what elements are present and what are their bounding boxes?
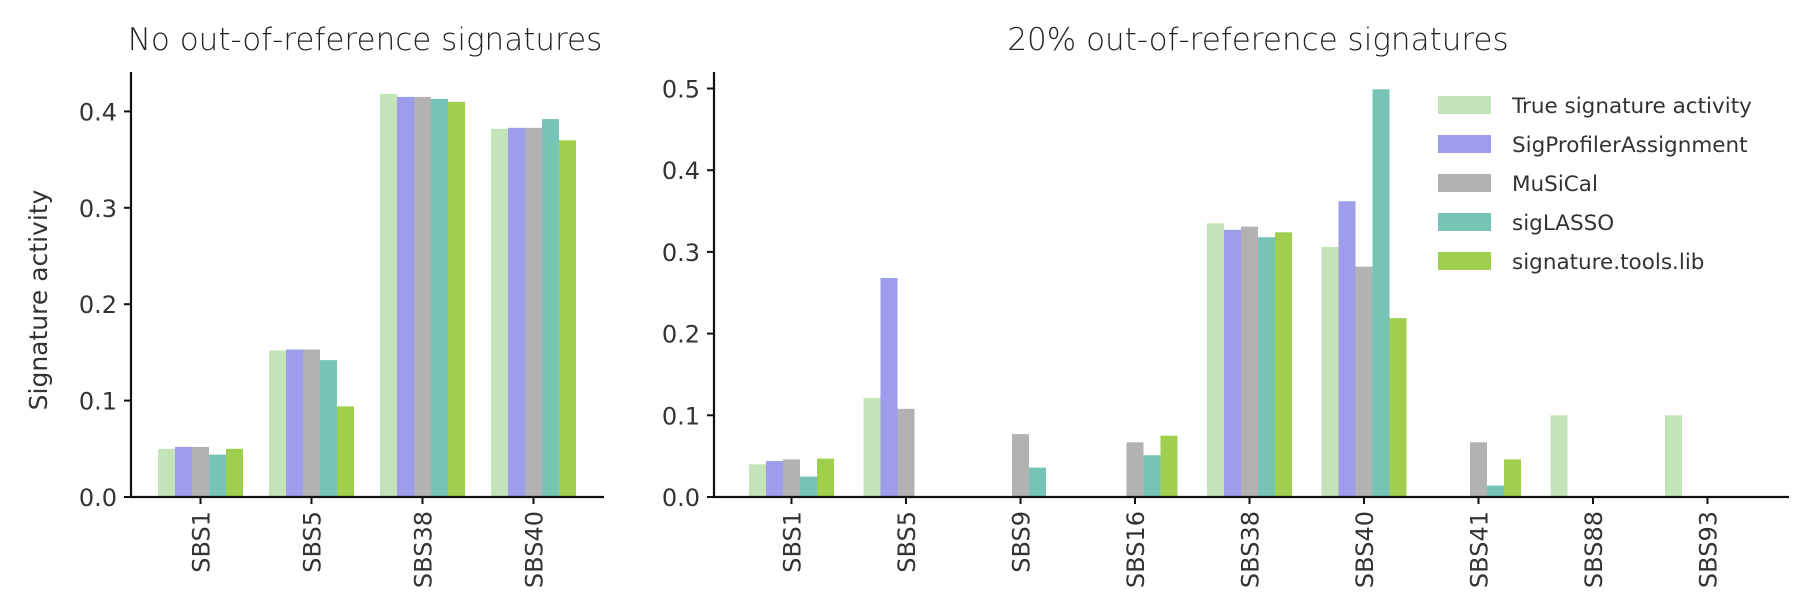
bar-sbs41-4 — [1504, 459, 1521, 497]
bar-sbs1-3 — [209, 454, 226, 497]
bar-sbs9-3 — [1029, 467, 1046, 497]
bar-sbs5-1 — [286, 349, 303, 497]
bar-sbs1-2 — [192, 446, 209, 497]
y-tick-label: 0.1 — [79, 388, 117, 416]
axes — [129, 72, 604, 499]
bar-sbs38-2 — [1241, 226, 1258, 497]
x-axis-ticks: SBS1 SBS5 SBS9 SBS16 SBS38 SBS40 SBS41 SBS88 SBS… — [779, 497, 1723, 588]
bar-sbs5-2 — [303, 349, 320, 497]
x-tick-label: SBS1 — [188, 511, 216, 573]
bar-sbs5-4 — [337, 406, 354, 497]
bar-sbs1-4 — [817, 458, 834, 497]
legend-label: SigProfilerAssignment — [1512, 133, 1748, 158]
bar-sbs40-0 — [491, 128, 508, 498]
y-tick-label: 0.1 — [662, 402, 700, 430]
y-tick-label: 0.4 — [662, 157, 700, 185]
legend-swatch-signature-tools — [1438, 252, 1491, 270]
bar-sbs1-2 — [783, 459, 800, 497]
chart-title: No out-of-reference signatures — [128, 22, 603, 58]
legend-swatch-siglasso — [1438, 213, 1491, 231]
bar-sbs38-2 — [414, 96, 431, 498]
bar-sbs1-0 — [749, 464, 766, 497]
y-tick-label: 0.0 — [79, 484, 117, 512]
bar-sbs38-0 — [380, 94, 397, 497]
bar-sbs40-2 — [1355, 266, 1373, 497]
bar-sbs1-1 — [175, 446, 192, 497]
x-tick-label: SBS16 — [1122, 511, 1150, 588]
bar-sbs41-3 — [1487, 485, 1504, 497]
bar-sbs38-4 — [448, 101, 465, 498]
bar-sbs5-0 — [863, 398, 881, 497]
bar-sbs1-0 — [158, 448, 175, 497]
bar-sbs38-0 — [1207, 223, 1224, 498]
x-tick-label: SBS38 — [1237, 511, 1265, 588]
bar-sbs40-4 — [1389, 318, 1407, 497]
x-tick-label: SBS40 — [521, 511, 549, 588]
x-tick-label: SBS88 — [1580, 511, 1608, 588]
bar-sbs40-4 — [559, 140, 576, 498]
legend: True signature activity SigProfilerAssig… — [1438, 94, 1752, 275]
x-axis-ticks: SBS1 SBS5 SBS38 SBS40 — [188, 497, 549, 588]
bar-sbs38-3 — [1258, 237, 1275, 497]
bar-sbs5-3 — [320, 360, 337, 497]
y-axis-ticks: 0.0 0.1 0.2 0.3 0.4 — [79, 98, 131, 512]
axes — [712, 72, 1789, 499]
bar-sbs40-2 — [525, 127, 542, 498]
bar-sbs16-4 — [1160, 435, 1178, 497]
y-tick-label: 0.3 — [79, 195, 117, 223]
bar-sbs93-0 — [1665, 415, 1682, 497]
legend-swatch-sigprofiler — [1438, 135, 1491, 153]
x-tick-label: SBS93 — [1695, 511, 1723, 588]
legend-swatch-musical — [1438, 174, 1491, 192]
legend-label: signature.tools.lib — [1512, 250, 1704, 275]
bar-sbs1-4 — [226, 448, 243, 497]
bar-sbs40-1 — [508, 127, 525, 498]
x-tick-label: SBS5 — [299, 511, 327, 573]
bar-sbs1-1 — [766, 461, 783, 497]
y-tick-label: 0.2 — [662, 321, 700, 349]
panel-20pct-out-of-reference: 20% out-of-reference signatures 0.00.10.… — [662, 22, 1789, 588]
bar-sbs9-2 — [1012, 434, 1029, 497]
bar-sbs88-0 — [1550, 415, 1568, 497]
bar-sbs16-3 — [1143, 455, 1161, 497]
bar-sbs5-0 — [269, 350, 286, 497]
y-tick-label: 0.2 — [79, 291, 117, 319]
bar-sbs16-2 — [1126, 442, 1144, 497]
bar-sbs1-3 — [800, 476, 817, 497]
bar-sbs5-1 — [880, 278, 898, 497]
bar-sbs38-3 — [431, 98, 448, 498]
bar-sbs38-1 — [1224, 229, 1241, 498]
bar-group — [158, 94, 576, 498]
bar-sbs38-4 — [1275, 232, 1292, 498]
bar-sbs40-0 — [1321, 247, 1339, 497]
legend-label: sigLASSO — [1512, 211, 1614, 236]
panel-no-out-of-reference: No out-of-reference signatures Signature… — [24, 22, 604, 588]
x-tick-label: SBS41 — [1466, 511, 1494, 588]
bar-sbs38-1 — [397, 96, 414, 498]
y-tick-label: 0.3 — [662, 239, 700, 267]
y-axis-ticks: 0.0 0.1 0.2 0.3 0.4 0.5 — [662, 76, 714, 512]
bar-sbs40-3 — [542, 119, 559, 497]
bar-sbs5-2 — [897, 408, 915, 497]
legend-label: True signature activity — [1511, 94, 1752, 119]
bar-group — [749, 89, 1682, 498]
bar-sbs41-2 — [1470, 442, 1487, 497]
y-tick-label: 0.0 — [662, 484, 700, 512]
x-tick-label: SBS38 — [410, 511, 438, 588]
x-tick-label: SBS1 — [779, 511, 807, 573]
y-tick-label: 0.4 — [79, 98, 117, 126]
x-tick-label: SBS9 — [1008, 511, 1036, 573]
bar-sbs40-1 — [1338, 201, 1356, 497]
x-tick-label: SBS40 — [1351, 511, 1379, 588]
bar-sbs40-3 — [1372, 89, 1390, 498]
chart-title: 20% out-of-reference signatures — [1007, 22, 1508, 58]
legend-swatch-true — [1438, 96, 1491, 114]
y-tick-label: 0.5 — [662, 76, 700, 104]
x-tick-label: SBS5 — [893, 511, 921, 573]
legend-label: MuSiCal — [1512, 172, 1598, 197]
y-axis-label: Signature activity — [24, 189, 53, 410]
